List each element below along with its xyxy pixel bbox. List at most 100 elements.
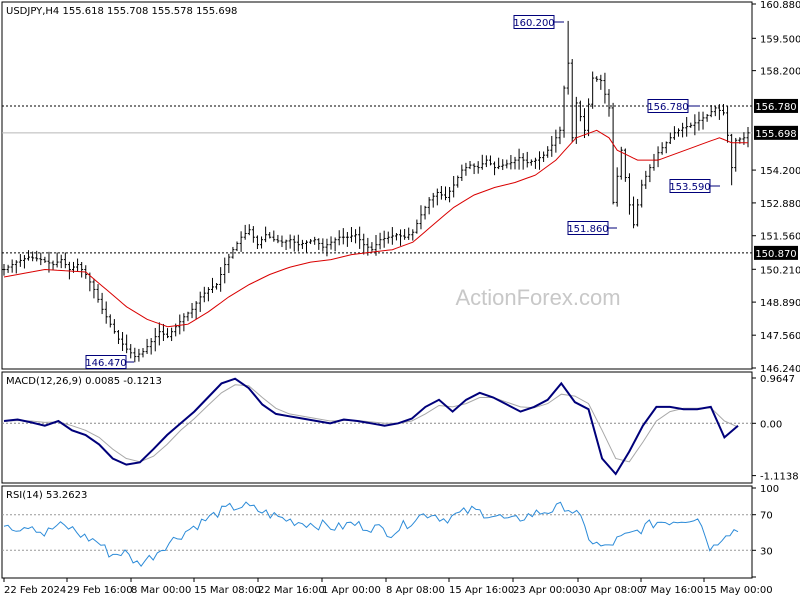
ohlc-bar — [468, 160, 472, 170]
ohlc-bar — [39, 252, 43, 266]
ohlc-bar — [599, 74, 603, 90]
price-levels — [2, 105, 752, 254]
ohlc-bar — [538, 151, 542, 170]
ohlc-bar — [582, 108, 586, 139]
moving-average-line — [3, 129, 748, 328]
ohlc-bar — [587, 98, 591, 137]
time-tick-label: 22 Mar 16:00 — [258, 585, 325, 596]
ohlc-bar — [276, 234, 280, 244]
ohlc-bar — [223, 257, 227, 284]
ohlc-bar — [145, 338, 149, 354]
ohlc-bar — [660, 142, 664, 155]
ohlc-bar — [746, 127, 750, 148]
ohlc-bar — [452, 175, 456, 198]
price-tick-label: 160.880 — [760, 0, 800, 11]
ohlc-bar — [284, 239, 288, 251]
ohlc-bar — [153, 327, 157, 352]
ohlc-bar — [80, 261, 84, 278]
ohlc-bar — [611, 102, 615, 205]
ohlc-bar — [305, 240, 309, 253]
ohlc-bar — [423, 205, 427, 220]
ohlc-bar — [358, 226, 362, 249]
time-tick-label: 8 Mar 00:00 — [131, 585, 191, 596]
ohlc-bar — [378, 232, 382, 250]
rsi-layer — [2, 501, 752, 568]
ohlc-bar — [18, 254, 22, 267]
ohlc-bar — [292, 235, 296, 252]
macd-layer — [2, 377, 752, 476]
macd-tick-label: 0.00 — [760, 419, 782, 430]
ohlc-bar — [636, 198, 640, 227]
ohlc-bar — [157, 322, 161, 346]
macd-panel[interactable] — [1, 371, 753, 484]
price-axis-flag-label: 150.870 — [755, 249, 796, 260]
ohlc-bar — [521, 153, 525, 170]
ohlc-bar — [701, 111, 705, 130]
ohlc-bar — [170, 327, 174, 342]
ohlc-bar — [337, 230, 341, 246]
ohlc-bar — [268, 232, 272, 239]
swing-label: 153.590 — [669, 182, 710, 193]
ohlc-bar — [603, 72, 607, 104]
ohlc-bar — [141, 348, 145, 358]
ohlc-bar — [104, 301, 108, 324]
swing-label: 156.780 — [647, 102, 688, 113]
ohlc-bar — [435, 188, 439, 206]
ohlc-bar — [198, 291, 202, 312]
ohlc-bar — [125, 334, 129, 354]
ohlc-bar — [264, 226, 268, 243]
macd-axis: 0.9647 0.00 -1.1138 — [752, 374, 799, 483]
ohlc-bar — [22, 255, 26, 269]
ohlc-bar — [648, 164, 652, 183]
ohlc-bar — [558, 126, 562, 145]
price-panel[interactable] — [1, 1, 753, 370]
ohlc-bar — [509, 155, 513, 170]
ohlc-bar — [525, 151, 529, 168]
time-tick-label: 7 May 16:00 — [641, 585, 703, 596]
ohlc-bar — [709, 105, 713, 118]
swing-annotation: 151.860 — [567, 221, 617, 235]
ohlc-bar — [403, 228, 407, 240]
price-tick-label: 147.560 — [760, 331, 800, 342]
ohlc-bar — [488, 155, 492, 166]
ohlc-bar — [63, 252, 67, 269]
time-tick-label: 15 May 00:00 — [704, 585, 773, 596]
ohlc-bar — [627, 173, 631, 215]
rsi-tick-label: 30 — [760, 546, 773, 557]
ohlc-bar — [309, 238, 313, 245]
ohlc-bar — [280, 235, 284, 248]
price-axis-flag-label: 156.780 — [755, 102, 796, 113]
ohlc-bar — [533, 157, 537, 169]
ohlc-bar — [317, 238, 321, 250]
ohlc-bar — [382, 230, 386, 248]
price-tick-label: 152.880 — [760, 199, 800, 210]
ohlc-bar — [570, 59, 574, 142]
ohlc-bar — [288, 234, 292, 249]
ohlc-bar — [235, 241, 239, 252]
ohlc-bar — [182, 313, 186, 332]
ohlc-bar — [202, 286, 206, 303]
ohlc-bar — [607, 89, 611, 117]
ohlc-bar — [51, 260, 55, 270]
rsi-tick-label: 70 — [760, 511, 773, 522]
ohlc-bar — [591, 71, 595, 109]
ohlc-bar — [632, 196, 636, 229]
moving-average — [3, 129, 748, 328]
ohlc-bar — [6, 264, 10, 273]
ohlc-bar — [215, 283, 219, 290]
ohlc-bar — [362, 233, 366, 255]
price-axis-flag: 156.780 — [754, 98, 798, 113]
ohlc-bar — [178, 314, 182, 335]
time-tick-label: 15 Apr 16:00 — [449, 585, 514, 596]
ohlc-bar — [399, 229, 403, 246]
rsi-panel[interactable] — [1, 485, 753, 579]
ohlc-bar — [693, 114, 697, 136]
ohlc-bar — [456, 175, 460, 188]
price-tick-label: 151.560 — [760, 232, 800, 243]
ohlc-bar — [194, 301, 198, 320]
price-axis: 160.880 159.500 158.200 156.780 155.698 154.2… — [752, 0, 800, 375]
price-tick-label: 146.240 — [760, 364, 800, 375]
ohlc-bar — [31, 251, 35, 262]
ohlc-bar — [439, 186, 443, 200]
